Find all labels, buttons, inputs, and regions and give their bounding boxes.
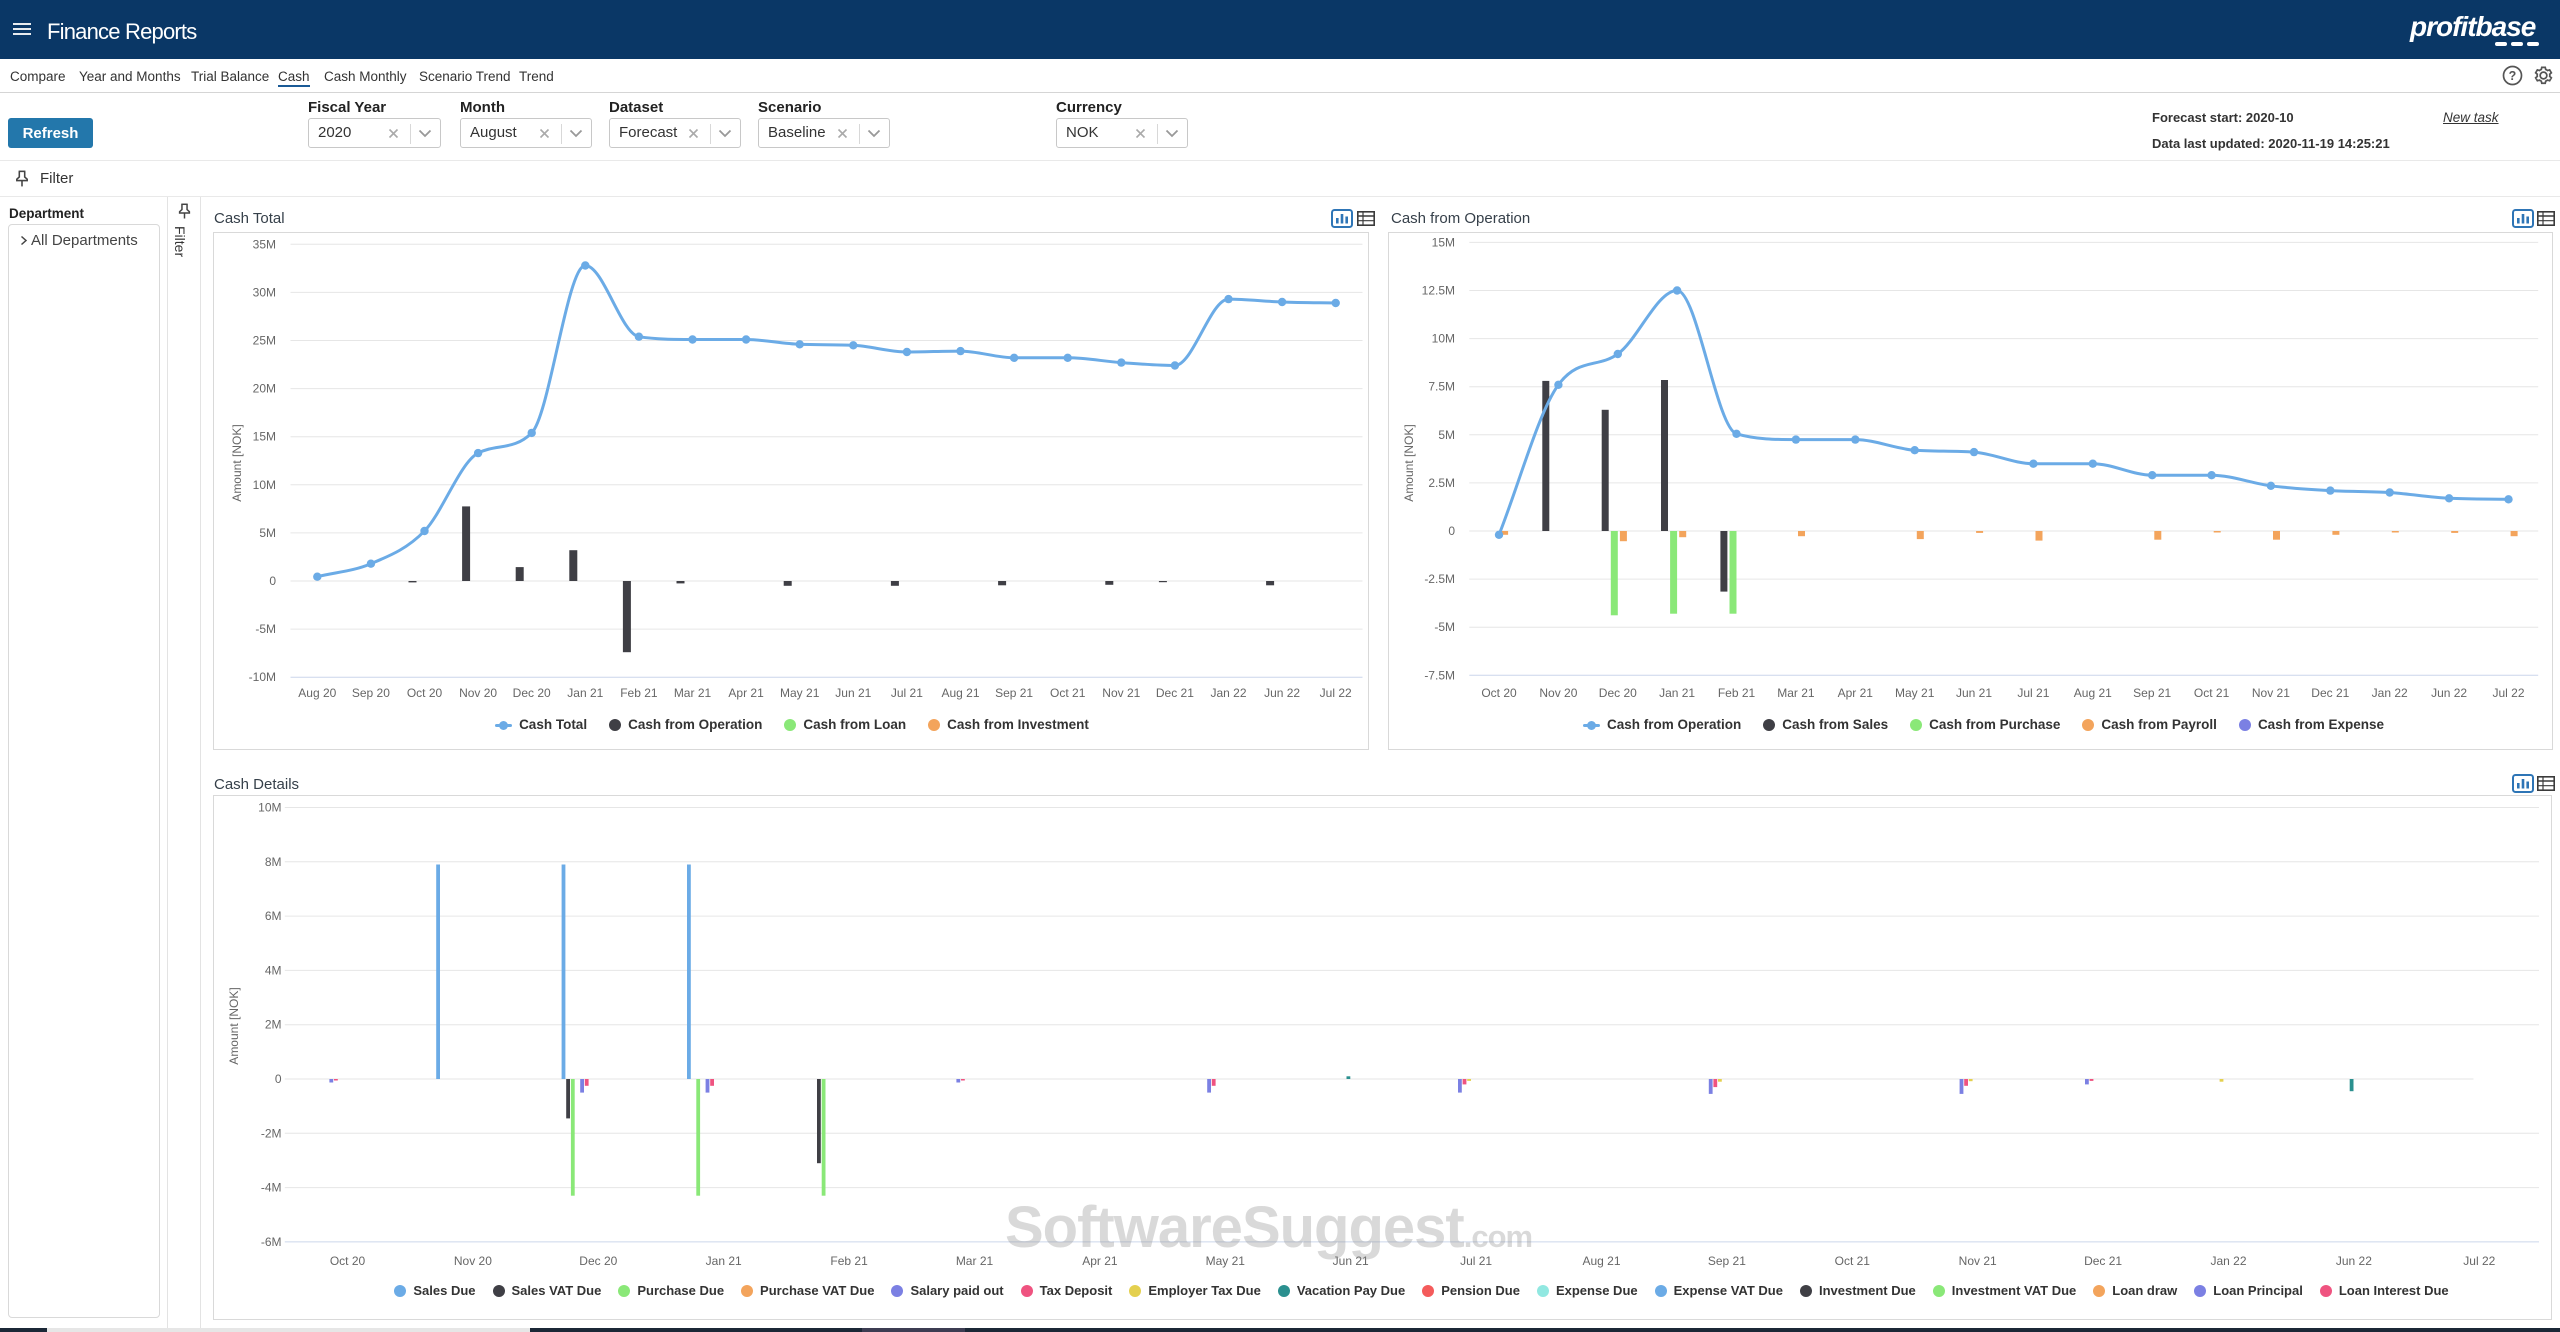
svg-text:12.5M: 12.5M bbox=[1422, 284, 1455, 298]
svg-text:Oct 21: Oct 21 bbox=[1835, 1254, 1871, 1268]
svg-text:4M: 4M bbox=[265, 963, 282, 977]
svg-text:15M: 15M bbox=[1432, 235, 1455, 249]
svg-text:Nov 20: Nov 20 bbox=[459, 686, 497, 700]
svg-text:Sep 21: Sep 21 bbox=[995, 686, 1033, 700]
svg-text:Nov 20: Nov 20 bbox=[1539, 686, 1577, 700]
svg-text:0: 0 bbox=[269, 574, 276, 588]
svg-text:Aug 21: Aug 21 bbox=[2074, 686, 2112, 700]
svg-text:Dec 20: Dec 20 bbox=[1599, 686, 1637, 700]
svg-text:2M: 2M bbox=[265, 1018, 282, 1032]
svg-text:Oct 20: Oct 20 bbox=[407, 686, 443, 700]
svg-text:10M: 10M bbox=[1432, 332, 1455, 346]
svg-text:Aug 21: Aug 21 bbox=[1582, 1254, 1620, 1268]
svg-text:Nov 20: Nov 20 bbox=[454, 1254, 492, 1268]
svg-text:Mar 21: Mar 21 bbox=[674, 686, 712, 700]
svg-text:Apr 21: Apr 21 bbox=[1082, 1254, 1118, 1268]
svg-text:Sep 21: Sep 21 bbox=[1708, 1254, 1746, 1268]
svg-text:15M: 15M bbox=[253, 430, 276, 444]
svg-text:25M: 25M bbox=[253, 334, 276, 348]
svg-text:Jun 21: Jun 21 bbox=[1333, 1254, 1369, 1268]
svg-text:Amount [NOK]: Amount [NOK] bbox=[230, 424, 244, 501]
svg-text:Nov 21: Nov 21 bbox=[2252, 686, 2290, 700]
svg-text:-6M: -6M bbox=[261, 1235, 282, 1249]
svg-text:Feb 21: Feb 21 bbox=[1718, 686, 1756, 700]
svg-text:2.5M: 2.5M bbox=[1428, 476, 1455, 490]
svg-text:Amount [NOK]: Amount [NOK] bbox=[227, 987, 241, 1064]
svg-text:-5M: -5M bbox=[255, 622, 276, 636]
svg-text:Jan 22: Jan 22 bbox=[2372, 686, 2408, 700]
svg-text:Dec 21: Dec 21 bbox=[1156, 686, 1194, 700]
svg-text:Mar 21: Mar 21 bbox=[1777, 686, 1815, 700]
svg-text:Jul 21: Jul 21 bbox=[891, 686, 923, 700]
svg-text:-2.5M: -2.5M bbox=[1424, 572, 1455, 586]
svg-text:Sep 21: Sep 21 bbox=[2133, 686, 2171, 700]
svg-text:Jul 22: Jul 22 bbox=[2492, 686, 2524, 700]
svg-text:Apr 21: Apr 21 bbox=[1838, 686, 1874, 700]
svg-text:Nov 21: Nov 21 bbox=[1959, 1254, 1997, 1268]
svg-text:35M: 35M bbox=[253, 237, 276, 251]
svg-text:Dec 21: Dec 21 bbox=[2084, 1254, 2122, 1268]
svg-text:-2M: -2M bbox=[261, 1126, 282, 1140]
svg-text:Oct 21: Oct 21 bbox=[2194, 686, 2230, 700]
svg-text:8M: 8M bbox=[265, 855, 282, 869]
svg-text:20M: 20M bbox=[253, 382, 276, 396]
svg-text:-10M: -10M bbox=[249, 670, 276, 684]
svg-text:Jan 22: Jan 22 bbox=[1210, 686, 1246, 700]
svg-text:Oct 20: Oct 20 bbox=[330, 1254, 366, 1268]
svg-text:Aug 21: Aug 21 bbox=[941, 686, 979, 700]
svg-text:Nov 21: Nov 21 bbox=[1102, 686, 1140, 700]
svg-text:Mar 21: Mar 21 bbox=[956, 1254, 994, 1268]
svg-text:Jan 22: Jan 22 bbox=[2210, 1254, 2246, 1268]
svg-text:10M: 10M bbox=[253, 478, 276, 492]
svg-text:30M: 30M bbox=[253, 285, 276, 299]
svg-text:Jul 21: Jul 21 bbox=[2017, 686, 2049, 700]
svg-text:Dec 20: Dec 20 bbox=[579, 1254, 617, 1268]
svg-text:May 21: May 21 bbox=[1895, 686, 1935, 700]
svg-text:6M: 6M bbox=[265, 909, 282, 923]
svg-text:May 21: May 21 bbox=[1206, 1254, 1246, 1268]
svg-text:Jun 21: Jun 21 bbox=[1956, 686, 1992, 700]
svg-text:?: ? bbox=[2509, 69, 2517, 83]
svg-text:0: 0 bbox=[275, 1072, 282, 1086]
svg-text:Amount [NOK]: Amount [NOK] bbox=[1402, 424, 1416, 501]
svg-text:Apr 21: Apr 21 bbox=[728, 686, 764, 700]
svg-text:Aug 20: Aug 20 bbox=[298, 686, 336, 700]
svg-text:5M: 5M bbox=[1438, 428, 1455, 442]
svg-text:May 21: May 21 bbox=[780, 686, 820, 700]
svg-text:Feb 21: Feb 21 bbox=[830, 1254, 868, 1268]
svg-text:Jul 21: Jul 21 bbox=[1460, 1254, 1492, 1268]
svg-text:10M: 10M bbox=[258, 801, 281, 815]
svg-text:-4M: -4M bbox=[261, 1181, 282, 1195]
svg-text:-7.5M: -7.5M bbox=[1424, 668, 1455, 682]
svg-text:Jan 21: Jan 21 bbox=[567, 686, 603, 700]
svg-text:Jun 22: Jun 22 bbox=[1264, 686, 1300, 700]
svg-text:Jul 22: Jul 22 bbox=[1320, 686, 1352, 700]
svg-text:0: 0 bbox=[1448, 524, 1455, 538]
svg-text:Feb 21: Feb 21 bbox=[620, 686, 658, 700]
svg-text:5M: 5M bbox=[259, 526, 276, 540]
svg-text:Dec 20: Dec 20 bbox=[513, 686, 551, 700]
svg-text:Oct 21: Oct 21 bbox=[1050, 686, 1086, 700]
svg-text:Jun 21: Jun 21 bbox=[835, 686, 871, 700]
svg-text:7.5M: 7.5M bbox=[1428, 380, 1455, 394]
svg-text:Jan 21: Jan 21 bbox=[1659, 686, 1695, 700]
svg-text:Jan 21: Jan 21 bbox=[706, 1254, 742, 1268]
svg-text:Dec 21: Dec 21 bbox=[2311, 686, 2349, 700]
svg-text:Oct 20: Oct 20 bbox=[1481, 686, 1517, 700]
svg-text:Sep 20: Sep 20 bbox=[352, 686, 390, 700]
svg-text:Jul 22: Jul 22 bbox=[2463, 1254, 2495, 1268]
svg-text:Jun 22: Jun 22 bbox=[2336, 1254, 2372, 1268]
svg-text:-5M: -5M bbox=[1434, 620, 1455, 634]
svg-text:Jun 22: Jun 22 bbox=[2431, 686, 2467, 700]
